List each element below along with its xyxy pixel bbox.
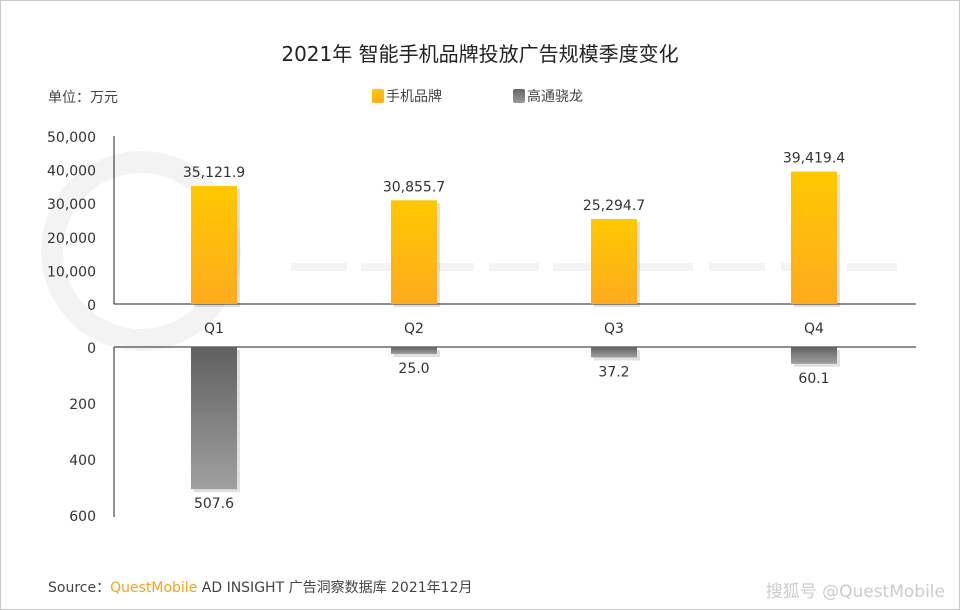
data-label: 37.2 — [598, 364, 629, 380]
credit: 搜狐号 @QuestMobile — [765, 582, 945, 602]
legend-item-phone-brand: 手机品牌 — [372, 86, 442, 106]
chart-title: 2021年 智能手机品牌投放广告规模季度变化 — [281, 42, 679, 66]
y-tick-label: 20,000 — [47, 231, 96, 247]
legend-label: 手机品牌 — [386, 89, 442, 105]
bar-q1 — [191, 185, 237, 304]
data-label: 507.6 — [194, 496, 234, 512]
data-label: 39,419.4 — [783, 151, 845, 167]
legend-label: 高通骁龙 — [527, 89, 583, 105]
y-tick-label: 400 — [69, 453, 96, 469]
source-prefix: Source： — [48, 580, 111, 596]
x-tick-label: Q4 — [804, 321, 824, 337]
y-tick-label: 0 — [87, 298, 96, 314]
source-brand: QuestMobile — [110, 580, 198, 596]
data-label: 35,121.9 — [183, 165, 245, 181]
data-label: 60.1 — [798, 371, 829, 387]
y-tick-label: 200 — [69, 397, 96, 413]
bar-q3 — [591, 347, 637, 358]
source-text: AD INSIGHT 广告洞察数据库 2021年12月 — [197, 580, 473, 596]
bar-q2 — [391, 200, 437, 304]
bar-q4 — [791, 171, 837, 304]
data-label: 25,294.7 — [583, 198, 645, 214]
data-label: 30,855.7 — [383, 179, 445, 195]
y-tick-label: 600 — [69, 509, 96, 525]
y-tick-label: 10,000 — [47, 264, 96, 280]
y-tick-label: 30,000 — [47, 197, 96, 213]
y-tick-label: 0 — [87, 341, 96, 357]
x-tick-label: Q2 — [404, 321, 424, 337]
y-tick-label: 40,000 — [47, 164, 96, 180]
bar-q2 — [391, 347, 437, 354]
source-note: Source：QuestMobile AD INSIGHT 广告洞察数据库 20… — [48, 577, 472, 597]
legend-item-snapdragon: 高通骁龙 — [513, 86, 583, 106]
bar-q1 — [191, 347, 237, 490]
bar-q4 — [791, 347, 837, 364]
unit-label: 单位：万元 — [48, 90, 118, 106]
y-tick-label: 50,000 — [47, 130, 96, 146]
legend-swatch — [513, 89, 525, 103]
bar-q3 — [591, 219, 637, 304]
data-label: 25.0 — [398, 361, 429, 377]
x-tick-label: Q1 — [204, 321, 224, 337]
legend-swatch — [372, 89, 384, 103]
x-tick-label: Q3 — [604, 321, 624, 337]
